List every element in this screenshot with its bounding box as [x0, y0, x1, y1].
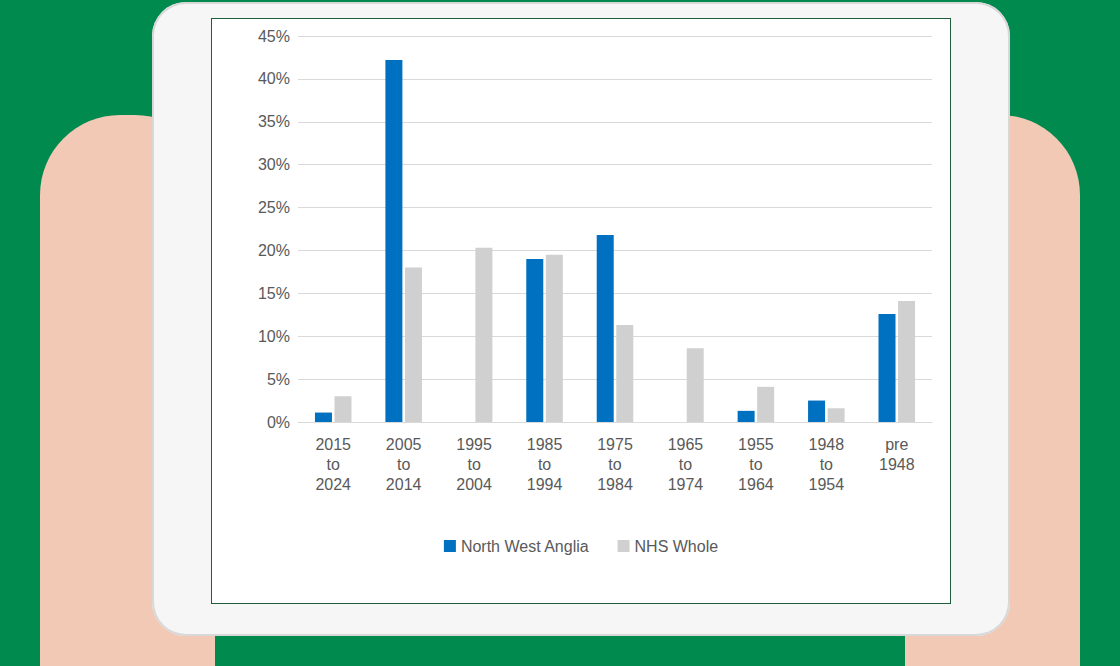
svg-text:pre: pre — [885, 436, 908, 453]
svg-text:to: to — [820, 456, 833, 473]
svg-text:10%: 10% — [258, 328, 290, 345]
svg-text:to: to — [467, 456, 480, 473]
svg-text:1948: 1948 — [879, 456, 915, 473]
svg-text:5%: 5% — [267, 371, 290, 388]
svg-text:35%: 35% — [258, 113, 290, 130]
svg-text:1964: 1964 — [738, 476, 774, 493]
svg-text:2015: 2015 — [315, 436, 351, 453]
svg-text:to: to — [327, 456, 340, 473]
svg-text:to: to — [397, 456, 410, 473]
svg-text:NHS Whole: NHS Whole — [635, 538, 719, 555]
svg-text:2024: 2024 — [315, 476, 351, 493]
svg-text:0%: 0% — [267, 414, 290, 431]
svg-text:1975: 1975 — [597, 436, 633, 453]
svg-text:to: to — [538, 456, 551, 473]
svg-text:40%: 40% — [258, 70, 290, 87]
svg-text:45%: 45% — [258, 28, 290, 45]
svg-text:2014: 2014 — [386, 476, 422, 493]
svg-text:1948: 1948 — [809, 436, 845, 453]
svg-text:1974: 1974 — [668, 476, 704, 493]
svg-text:1994: 1994 — [527, 476, 563, 493]
svg-text:1985: 1985 — [527, 436, 563, 453]
svg-text:25%: 25% — [258, 199, 290, 216]
svg-text:to: to — [749, 456, 762, 473]
svg-text:1965: 1965 — [668, 436, 704, 453]
svg-text:20%: 20% — [258, 242, 290, 259]
svg-text:to: to — [679, 456, 692, 473]
svg-text:1984: 1984 — [597, 476, 633, 493]
svg-text:2005: 2005 — [386, 436, 422, 453]
svg-text:1995: 1995 — [456, 436, 492, 453]
svg-text:to: to — [608, 456, 621, 473]
svg-text:1955: 1955 — [738, 436, 774, 453]
svg-text:15%: 15% — [258, 285, 290, 302]
svg-text:1954: 1954 — [809, 476, 845, 493]
svg-text:30%: 30% — [258, 156, 290, 173]
svg-text:2004: 2004 — [456, 476, 492, 493]
svg-text:North West Anglia: North West Anglia — [461, 538, 589, 555]
